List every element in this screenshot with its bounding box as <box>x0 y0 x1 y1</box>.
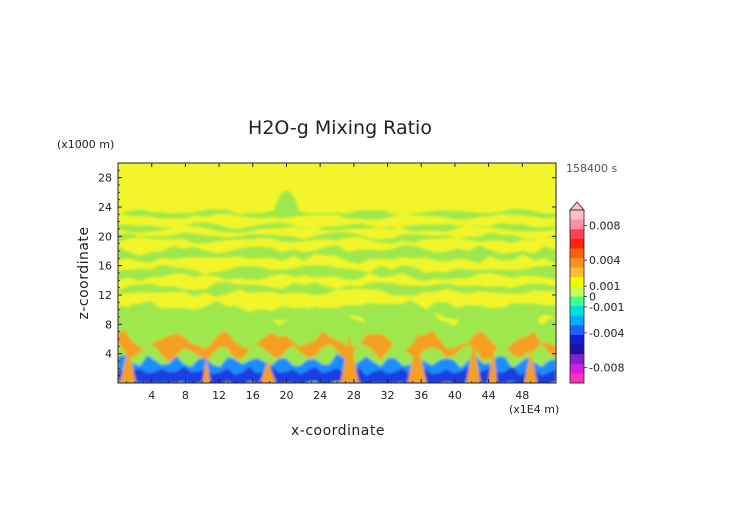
x-axis-unit: (x1E4 m) <box>509 403 559 416</box>
x-axis-label: x-coordinate <box>291 423 385 439</box>
colorbar <box>569 201 585 384</box>
heatmap-field <box>118 163 556 383</box>
colorbar-swatch <box>570 325 584 336</box>
y-tick-label: 24 <box>98 201 112 214</box>
colorbar-swatch <box>570 277 584 288</box>
heatmap-upper-plume <box>273 190 300 211</box>
y-tick-label: 4 <box>105 348 112 361</box>
heatmap-layer <box>118 222 556 233</box>
colorbar-swatch <box>570 334 584 346</box>
x-tick-label: 8 <box>182 389 189 402</box>
colorbar-swatch <box>570 248 584 259</box>
colorbar-label: 0.001 <box>589 280 621 293</box>
x-tick-label: 32 <box>381 389 395 402</box>
heatmap-plume <box>523 350 538 383</box>
colorbar-swatch <box>570 229 584 240</box>
time-label: 158400 s <box>566 162 617 175</box>
heatmap-layer <box>118 232 556 244</box>
y-axis-ticks: 4 8 12 16 20 24 28 <box>98 169 556 377</box>
x-tick-label: 4 <box>148 389 155 402</box>
colorbar-label: -0.004 <box>589 327 624 340</box>
colorbar-swatch <box>570 363 584 374</box>
heatmap-plume <box>407 337 427 383</box>
x-tick-label: 48 <box>515 389 529 402</box>
heatmap-plume <box>259 359 277 383</box>
x-tick-label: 20 <box>279 389 293 402</box>
y-tick-label: 28 <box>98 172 112 185</box>
heatmap-layer <box>118 264 556 282</box>
colorbar-swatch <box>570 306 584 317</box>
x-tick-label: 40 <box>448 389 462 402</box>
colorbar-swatch <box>570 238 584 249</box>
colorbar-label: -0.001 <box>589 301 624 314</box>
colorbar-swatch <box>570 373 584 384</box>
y-tick-label: 16 <box>98 260 112 273</box>
colorbar-label: 0 <box>589 291 596 304</box>
heatmap-plume <box>119 344 137 383</box>
colorbar-swatch <box>570 219 584 230</box>
colorbar-swatch <box>570 354 584 365</box>
x-tick-label: 24 <box>313 389 327 402</box>
colorbar-swatch <box>570 344 584 355</box>
heatmap-layer <box>118 282 556 297</box>
chart-title: H2O-g Mixing Ratio <box>248 117 432 139</box>
heatmap-layer <box>118 245 556 264</box>
colorbar-label: 0.004 <box>589 254 621 267</box>
colorbar-swatch <box>570 210 584 221</box>
colorbar-label: -0.008 <box>589 361 624 374</box>
heatmap-plume <box>466 339 481 383</box>
colorbar-swatch <box>570 258 584 269</box>
heatmap-layer <box>118 208 556 220</box>
x-tick-label: 16 <box>246 389 260 402</box>
x-tick-label: 44 <box>482 389 496 402</box>
x-axis-ticks: 4 8 12 16 20 24 28 32 36 40 44 48 <box>126 163 548 402</box>
colorbar-extend-triangle <box>569 201 585 211</box>
colorbar-swatch <box>570 267 584 278</box>
y-axis-unit: (x1000 m) <box>57 138 114 151</box>
colorbar-label: 0.008 <box>589 220 621 233</box>
heatmap-plume <box>488 342 498 383</box>
colorbar-swatch <box>570 296 584 307</box>
x-tick-label: 12 <box>212 389 226 402</box>
y-tick-label: 8 <box>105 318 112 331</box>
x-tick-label: 28 <box>347 389 361 402</box>
colorbar-swatch <box>570 286 584 297</box>
heatmap-deep-band <box>118 366 556 383</box>
heatmap-plume <box>340 332 360 383</box>
heatmap-plume <box>202 355 211 383</box>
y-tick-label: 12 <box>98 289 112 302</box>
y-axis-label: z-coordinate <box>76 226 92 319</box>
x-tick-label: 36 <box>414 389 428 402</box>
y-tick-label: 20 <box>98 230 112 243</box>
colorbar-swatch <box>570 315 584 326</box>
